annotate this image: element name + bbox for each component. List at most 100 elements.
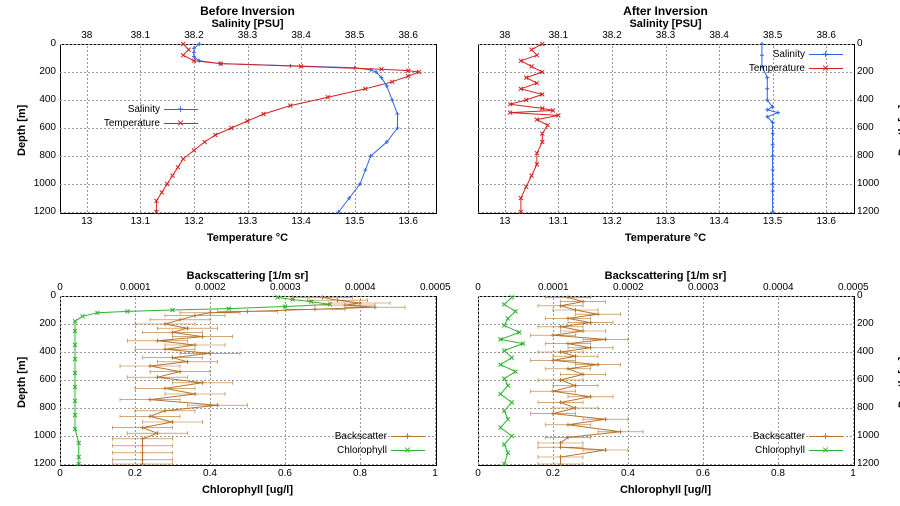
legend-item: Chlorophyll [295,444,425,458]
tick-bottom: 0.8 [760,468,796,479]
tick-bottom: 13.4 [701,216,737,227]
legend-item: Temperature [713,62,843,76]
figure-container: { "figure": { "width": 900, "height": 50… [0,0,900,506]
tick-left: 400 [28,94,56,105]
legend-label: Salinity [128,103,160,117]
tick-bottom: 0.4 [610,468,646,479]
tick-top: 0.0004 [345,282,375,293]
subtitle-bottom_left: Backscattering [1/m sr] [60,270,435,282]
legend-sample [164,119,198,129]
tick-left: 800 [28,150,56,161]
legend-top_left: SalinityTemperature [68,103,198,131]
legend-label: Backscatter [335,430,387,444]
grid-h [478,212,853,213]
tick-left: 600 [28,374,56,385]
tick-top: 38.6 [811,30,841,41]
tick-bottom: 13.2 [594,216,630,227]
tick-bottom: 1 [835,468,871,479]
title-top_right: After Inversion [478,4,853,18]
legend-sample [391,446,425,456]
tick-left: 600 [28,122,56,133]
tick-left: 200 [28,66,56,77]
legend-sample [809,446,843,456]
subtitle-top_right: Salinity [PSU] [478,18,853,30]
tick-bottom: 0.6 [685,468,721,479]
legend-bottom_left: BackscatterChlorophyll [295,430,425,458]
xlabel-top_right: Temperature °C [478,232,853,244]
tick-top: 38 [490,30,520,41]
tick-left: 1000 [28,178,56,189]
tick-top: 38.4 [704,30,734,41]
tick-right: 400 [857,346,885,357]
tick-right: 0 [857,290,885,301]
tick-top: 38.3 [233,30,263,41]
tick-right: 1000 [857,178,885,189]
legend-item: Backscatter [295,430,425,444]
tick-bottom: 13.2 [176,216,212,227]
tick-bottom: 0.6 [267,468,303,479]
legend-label: Chlorophyll [337,444,387,458]
tick-top: 0.0002 [613,282,643,293]
subtitle-top_left: Salinity [PSU] [60,18,435,30]
tick-top: 38.5 [758,30,788,41]
legend-top_right: SalinityTemperature [713,48,843,76]
tick-top: 0.0003 [270,282,300,293]
tick-right: 1000 [857,430,885,441]
tick-right: 600 [857,122,885,133]
legend-item: Salinity [713,48,843,62]
tick-bottom: 13.3 [648,216,684,227]
tick-top: 38.3 [651,30,681,41]
subtitle-bottom_right: Backscattering [1/m sr] [478,270,853,282]
tick-bottom: 13.3 [230,216,266,227]
tick-right: 800 [857,150,885,161]
tick-bottom: 13 [69,216,105,227]
grid-v [435,296,436,464]
legend-label: Salinity [773,48,805,62]
legend-label: Temperature [749,62,805,76]
tick-bottom: 0.8 [342,468,378,479]
tick-left: 0 [28,38,56,49]
tick-right: 1200 [857,206,885,217]
legend-label: Temperature [104,117,160,131]
tick-left: 800 [28,402,56,413]
tick-bottom: 13.5 [337,216,373,227]
ylabel-bottom_left: Depth [m] [16,357,28,408]
tick-top: 0.0001 [120,282,150,293]
tick-top: 38.1 [125,30,155,41]
legend-sample [809,432,843,442]
tick-bottom: 13.1 [540,216,576,227]
legend-bottom_right: BackscatterChlorophyll [713,430,843,458]
legend-item: Chlorophyll [713,444,843,458]
tick-top: 38.2 [179,30,209,41]
tick-bottom: 13.6 [390,216,426,227]
tick-bottom: 13.5 [755,216,791,227]
tick-top: 38.4 [286,30,316,41]
grid-h [60,212,435,213]
tick-left: 400 [28,346,56,357]
tick-top: 38.1 [543,30,573,41]
tick-top: 0.0004 [763,282,793,293]
tick-bottom: 13 [487,216,523,227]
xlabel-top_left: Temperature °C [60,232,435,244]
tick-left: 1200 [28,206,56,217]
ylabel-top_left: Depth [m] [16,105,28,156]
tick-bottom: 13.6 [808,216,844,227]
legend-sample [809,64,843,74]
tick-top: 38.6 [393,30,423,41]
legend-label: Chlorophyll [755,444,805,458]
xlabel-bottom_right: Chlorophyll [ug/l] [478,484,853,496]
grid-h [478,464,853,465]
tick-bottom: 13.1 [122,216,158,227]
tick-bottom: 0.2 [535,468,571,479]
tick-left: 200 [28,318,56,329]
tick-bottom: 1 [417,468,453,479]
tick-left: 1000 [28,430,56,441]
grid-v [853,296,854,464]
tick-top: 0.0003 [688,282,718,293]
legend-item: Salinity [68,103,198,117]
tick-bottom: 0 [42,468,78,479]
tick-right: 1200 [857,458,885,469]
tick-top: 38 [72,30,102,41]
legend-label: Backscatter [753,430,805,444]
tick-left: 1200 [28,458,56,469]
